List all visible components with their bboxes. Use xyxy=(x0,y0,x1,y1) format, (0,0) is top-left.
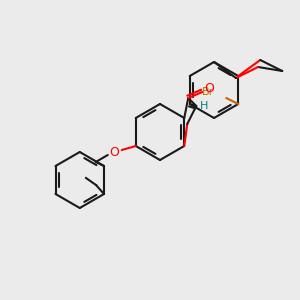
Text: O: O xyxy=(204,82,214,95)
Text: O: O xyxy=(109,146,119,158)
Text: Br: Br xyxy=(202,87,214,97)
Text: H: H xyxy=(200,101,208,111)
